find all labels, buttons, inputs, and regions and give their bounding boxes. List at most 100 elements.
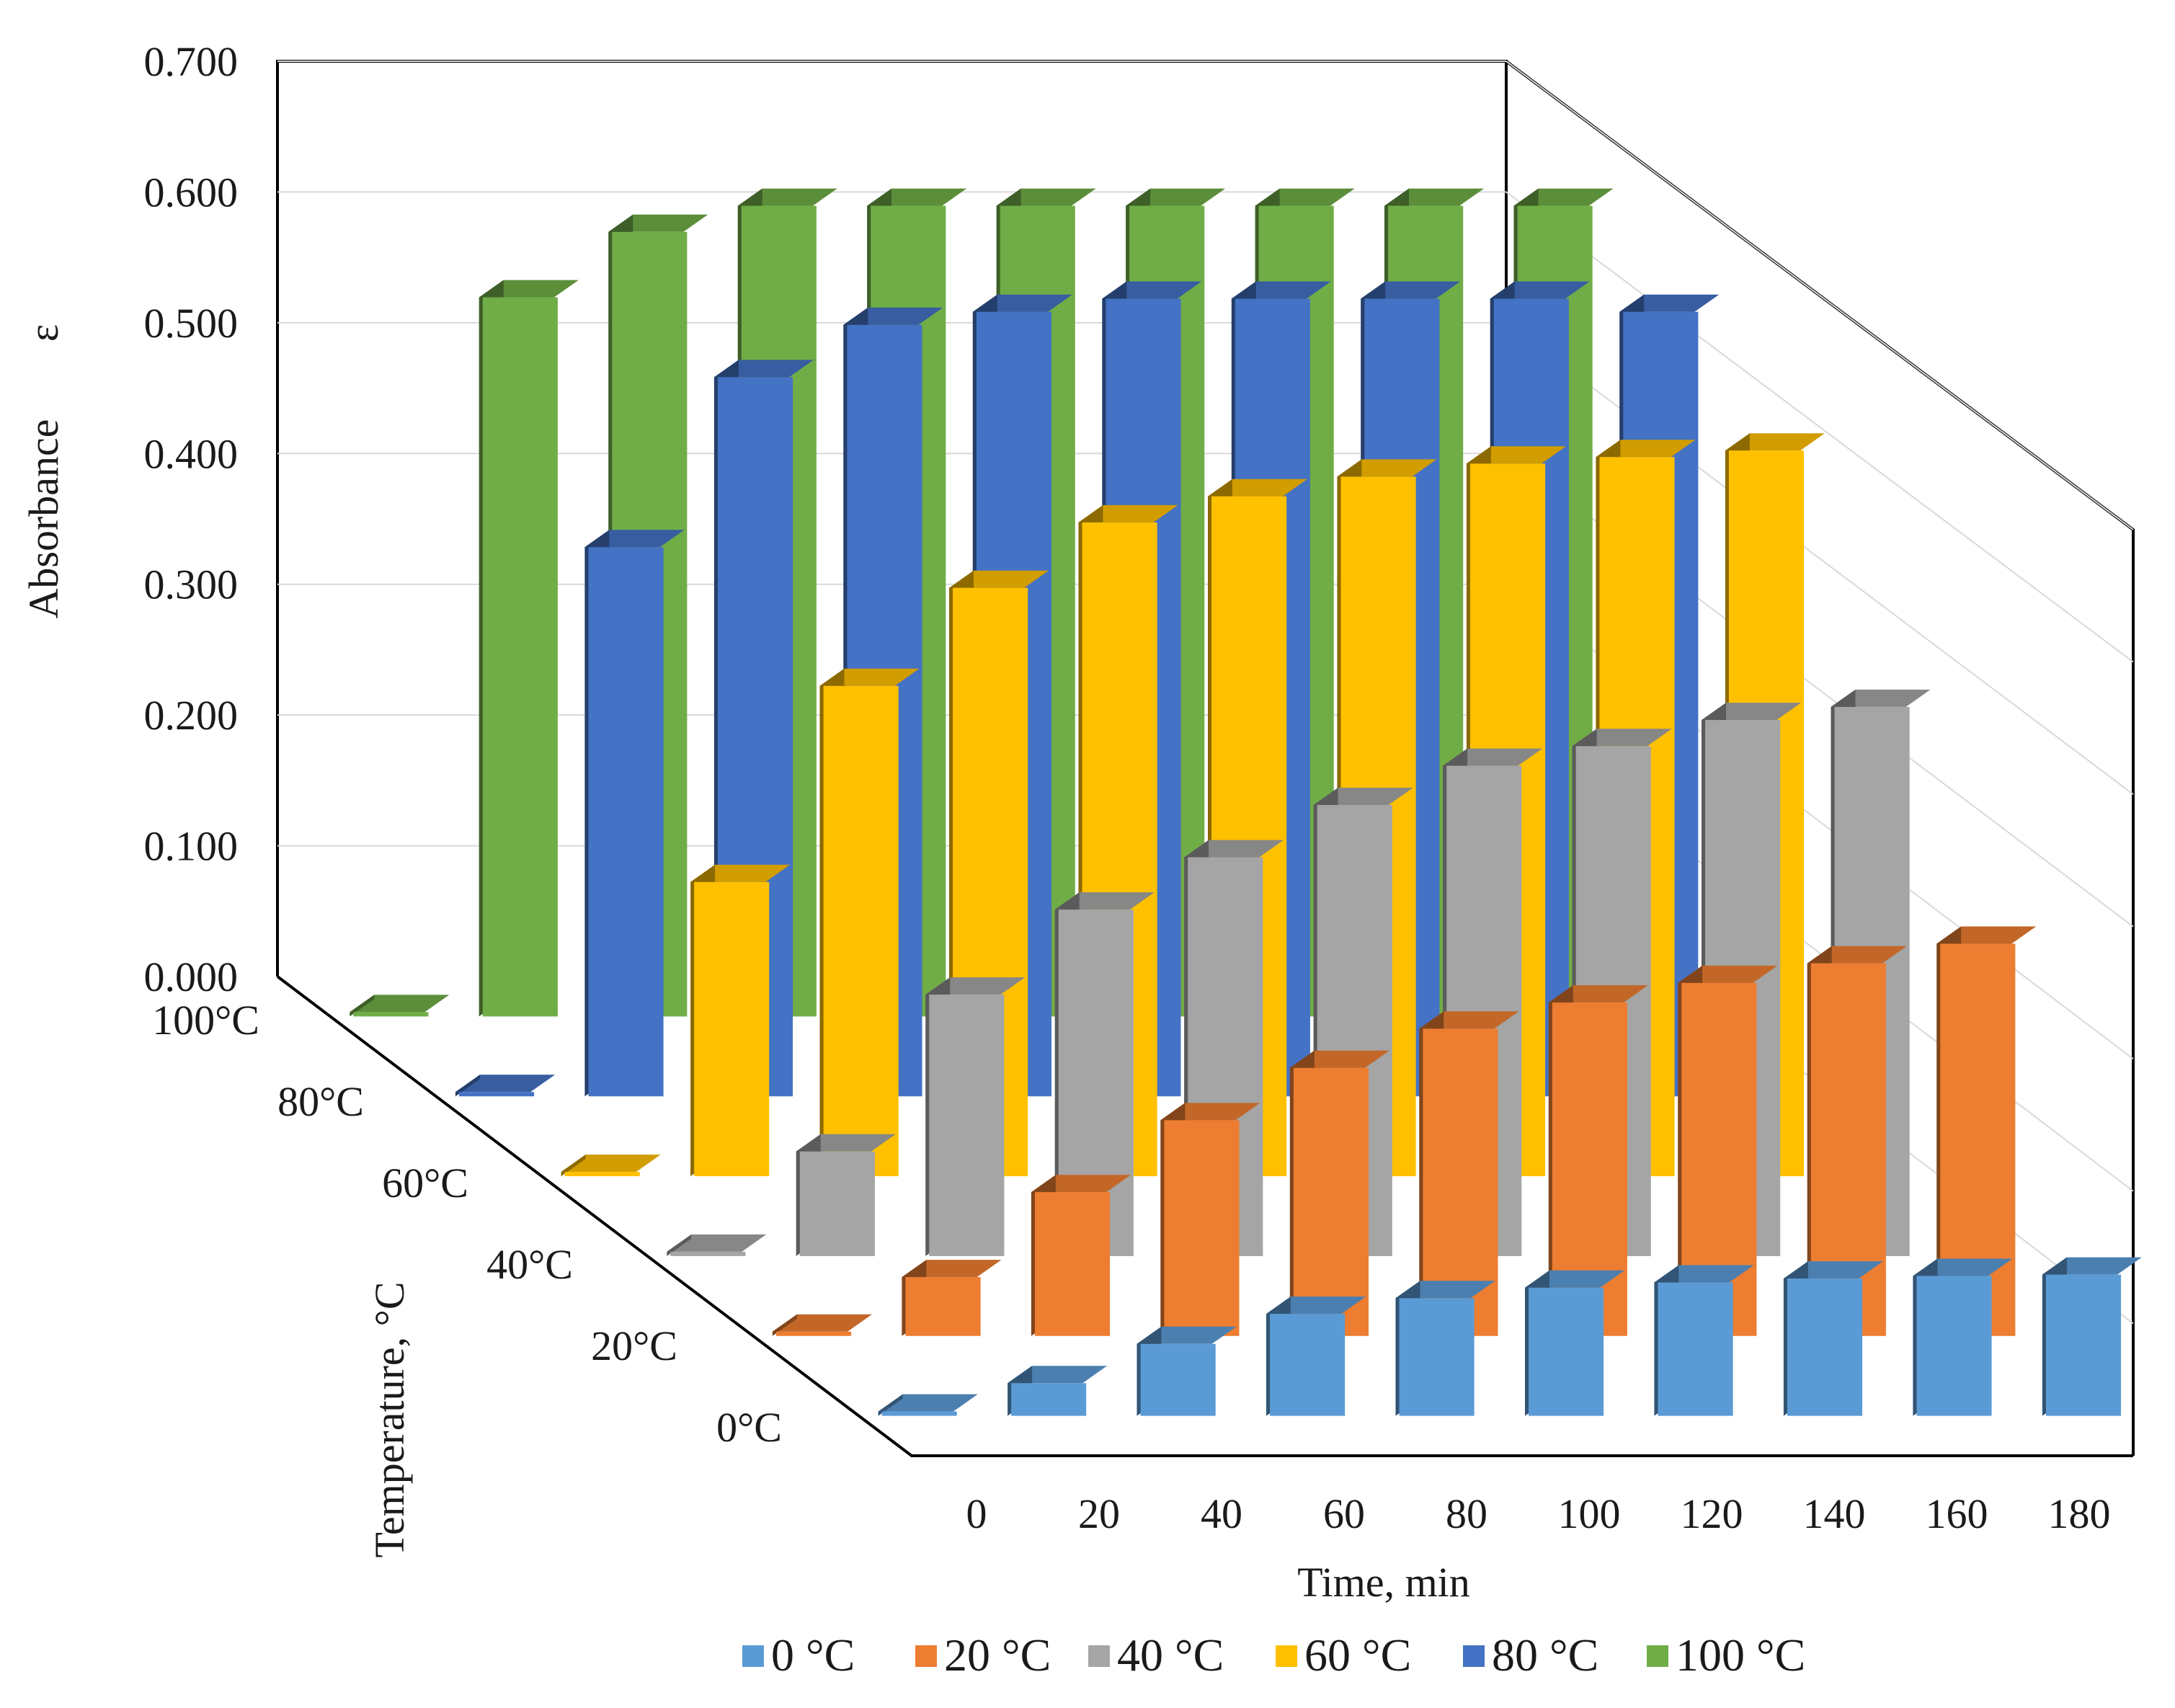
bar-front bbox=[823, 685, 899, 1177]
legend-item: 20 °C bbox=[915, 1629, 1051, 1681]
bar-0c-t0 bbox=[878, 1394, 978, 1416]
bar-front bbox=[929, 995, 1005, 1256]
y-tick-label: 0.700 bbox=[144, 38, 239, 85]
legend-swatch bbox=[1276, 1645, 1297, 1667]
bar-top bbox=[902, 1260, 1002, 1278]
bar-20c-t20 bbox=[902, 1260, 1002, 1336]
bar-top bbox=[455, 1075, 555, 1093]
bar-front bbox=[459, 1092, 535, 1097]
bar-front bbox=[353, 1012, 429, 1017]
depth-tick-label: 80°C bbox=[277, 1078, 364, 1125]
legend-label: 20 °C bbox=[944, 1629, 1051, 1681]
bar-front bbox=[799, 1151, 875, 1256]
x-tick-label: 80 bbox=[1446, 1490, 1487, 1537]
bar-top bbox=[1783, 1261, 1883, 1279]
legend-item: 40 °C bbox=[1088, 1629, 1224, 1681]
bar-top bbox=[1337, 459, 1437, 477]
bar-top bbox=[925, 977, 1026, 995]
bar-top bbox=[1702, 703, 1802, 721]
chart-floor bbox=[276, 975, 2133, 1457]
x-tick-label: 180 bbox=[2048, 1490, 2111, 1537]
bar-top bbox=[1831, 689, 1931, 707]
bar-top bbox=[996, 188, 1096, 206]
bar-20c-t40 bbox=[1031, 1175, 1131, 1336]
bar-top bbox=[1313, 788, 1413, 805]
legend-label: 60 °C bbox=[1304, 1629, 1411, 1681]
bar-side bbox=[667, 1234, 692, 1256]
bar-top bbox=[1078, 504, 1178, 522]
bar-series bbox=[350, 188, 2142, 1416]
bar-0c-t20 bbox=[1008, 1366, 1108, 1416]
bar-front bbox=[1140, 1343, 1216, 1416]
bar-top bbox=[1361, 281, 1461, 299]
bar-front bbox=[1916, 1276, 1992, 1416]
bar-top bbox=[1419, 1011, 1519, 1029]
bar-top bbox=[867, 188, 967, 206]
x-tick-label: 60 bbox=[1323, 1490, 1365, 1537]
bar-front bbox=[1658, 1282, 1733, 1416]
x-tick-label: 160 bbox=[1926, 1490, 1988, 1537]
depth-tick-label: 20°C bbox=[591, 1322, 677, 1369]
bar-top bbox=[479, 280, 579, 298]
bar-top bbox=[1466, 446, 1566, 464]
side-gridline bbox=[1505, 61, 2134, 530]
bar-60c-t40 bbox=[819, 668, 920, 1177]
bar-80c-t0 bbox=[455, 1075, 555, 1097]
legend-swatch bbox=[1088, 1645, 1110, 1667]
bar-side bbox=[350, 995, 375, 1017]
depth-tick-label: 60°C bbox=[382, 1160, 468, 1206]
bar-40c-t0 bbox=[667, 1234, 767, 1256]
bar-top bbox=[1572, 729, 1672, 747]
y-axis-ticks: 0.000 0.100 0.200 0.300 0.400 0.500 0.600 0.700 bbox=[144, 38, 239, 1000]
y-tick-label: 0.600 bbox=[144, 169, 239, 215]
bar-top bbox=[1443, 748, 1543, 766]
y-tick-label: 0.300 bbox=[144, 561, 239, 608]
depth-tick-label: 0°C bbox=[716, 1404, 782, 1451]
legend-item: 60 °C bbox=[1276, 1629, 1411, 1681]
legend-item: 0 °C bbox=[742, 1629, 855, 1681]
y-tick-label: 0.000 bbox=[144, 953, 239, 1000]
bar-0c-t100 bbox=[1525, 1270, 1625, 1416]
x-axis-title: Time, min bbox=[1297, 1559, 1470, 1606]
bar-top bbox=[1031, 1175, 1131, 1193]
bar-top bbox=[1231, 281, 1331, 299]
bar-top bbox=[690, 864, 791, 882]
bar-top bbox=[1548, 985, 1648, 1003]
bar-top bbox=[1255, 188, 1355, 206]
bar-top bbox=[1208, 479, 1308, 497]
bar-side bbox=[878, 1394, 903, 1416]
bar-top bbox=[1596, 440, 1696, 458]
bar-0c-t60 bbox=[1266, 1296, 1366, 1416]
bar-top bbox=[350, 995, 450, 1013]
x-axis-ticks: 0 20 40 60 80 100 120 140 160 180 bbox=[966, 1490, 2111, 1537]
bar-front bbox=[881, 1411, 957, 1416]
legend-swatch bbox=[1647, 1645, 1668, 1667]
bar-top bbox=[1725, 433, 1825, 451]
bar-front bbox=[1399, 1298, 1475, 1416]
bar-top bbox=[949, 570, 1049, 588]
legend-swatch bbox=[915, 1645, 937, 1667]
legend-item: 100 °C bbox=[1647, 1629, 1805, 1681]
bar-top bbox=[1525, 1270, 1625, 1288]
bar-front bbox=[588, 547, 664, 1097]
side-gridline bbox=[1505, 191, 2134, 663]
bar-top bbox=[1008, 1366, 1108, 1384]
y-tick-label: 0.400 bbox=[144, 430, 239, 477]
legend-label: 40 °C bbox=[1117, 1629, 1224, 1681]
x-tick-label: 140 bbox=[1803, 1490, 1866, 1537]
x-tick-label: 20 bbox=[1078, 1490, 1120, 1537]
depth-tick-label: 40°C bbox=[486, 1241, 573, 1288]
bar-side bbox=[561, 1155, 586, 1177]
x-tick-label: 40 bbox=[1201, 1490, 1242, 1537]
bar-front bbox=[670, 1251, 746, 1256]
y-axis-title: Absorbance bbox=[20, 419, 67, 618]
depth-axis-ticks: 0°C 20°C 40°C 60°C 80°C 100°C bbox=[152, 997, 782, 1451]
bar-front bbox=[1293, 1067, 1369, 1336]
bar-side bbox=[455, 1075, 480, 1097]
bar-front bbox=[1529, 1287, 1604, 1416]
bar-0c-t40 bbox=[1137, 1326, 1237, 1416]
bar-top bbox=[1807, 946, 1907, 964]
bar-top bbox=[972, 294, 1072, 312]
bar-front bbox=[694, 881, 770, 1177]
